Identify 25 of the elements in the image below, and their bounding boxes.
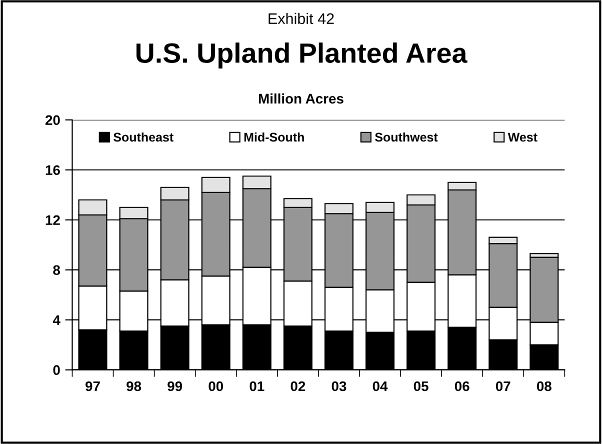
- y-tick-label: 20: [45, 115, 60, 126]
- y-tick-label: 16: [46, 165, 60, 176]
- x-tick-label: 01: [250, 381, 264, 392]
- y-axis-title: Million Acres: [258, 93, 344, 104]
- legend-label: Southeast: [114, 132, 174, 142]
- x-tick-label: 07: [496, 381, 510, 392]
- x-tick-label: 08: [536, 381, 552, 392]
- legend-label: Southwest: [375, 132, 438, 142]
- y-tick-label: 8: [53, 265, 60, 276]
- chart-subtitle: U.S. Upland Planted Area: [136, 42, 468, 68]
- x-tick-label: 98: [126, 381, 142, 392]
- x-tick-label: 04: [372, 381, 388, 392]
- legend-label: Mid-South: [244, 132, 304, 142]
- chart-title: Exhibit 42: [268, 12, 334, 24]
- x-tick-label: 99: [168, 381, 182, 392]
- x-tick-label: 97: [86, 381, 100, 392]
- x-tick-label: 05: [414, 381, 428, 392]
- y-tick-label: 0: [53, 365, 60, 376]
- y-tick-label: 4: [52, 315, 60, 325]
- y-tick-label: 12: [46, 215, 60, 225]
- x-tick-label: 00: [208, 381, 224, 392]
- x-tick-label: 03: [332, 381, 346, 392]
- x-tick-label: 06: [454, 381, 470, 392]
- x-tick-label: 02: [290, 381, 306, 392]
- legend-label: West: [508, 132, 538, 142]
